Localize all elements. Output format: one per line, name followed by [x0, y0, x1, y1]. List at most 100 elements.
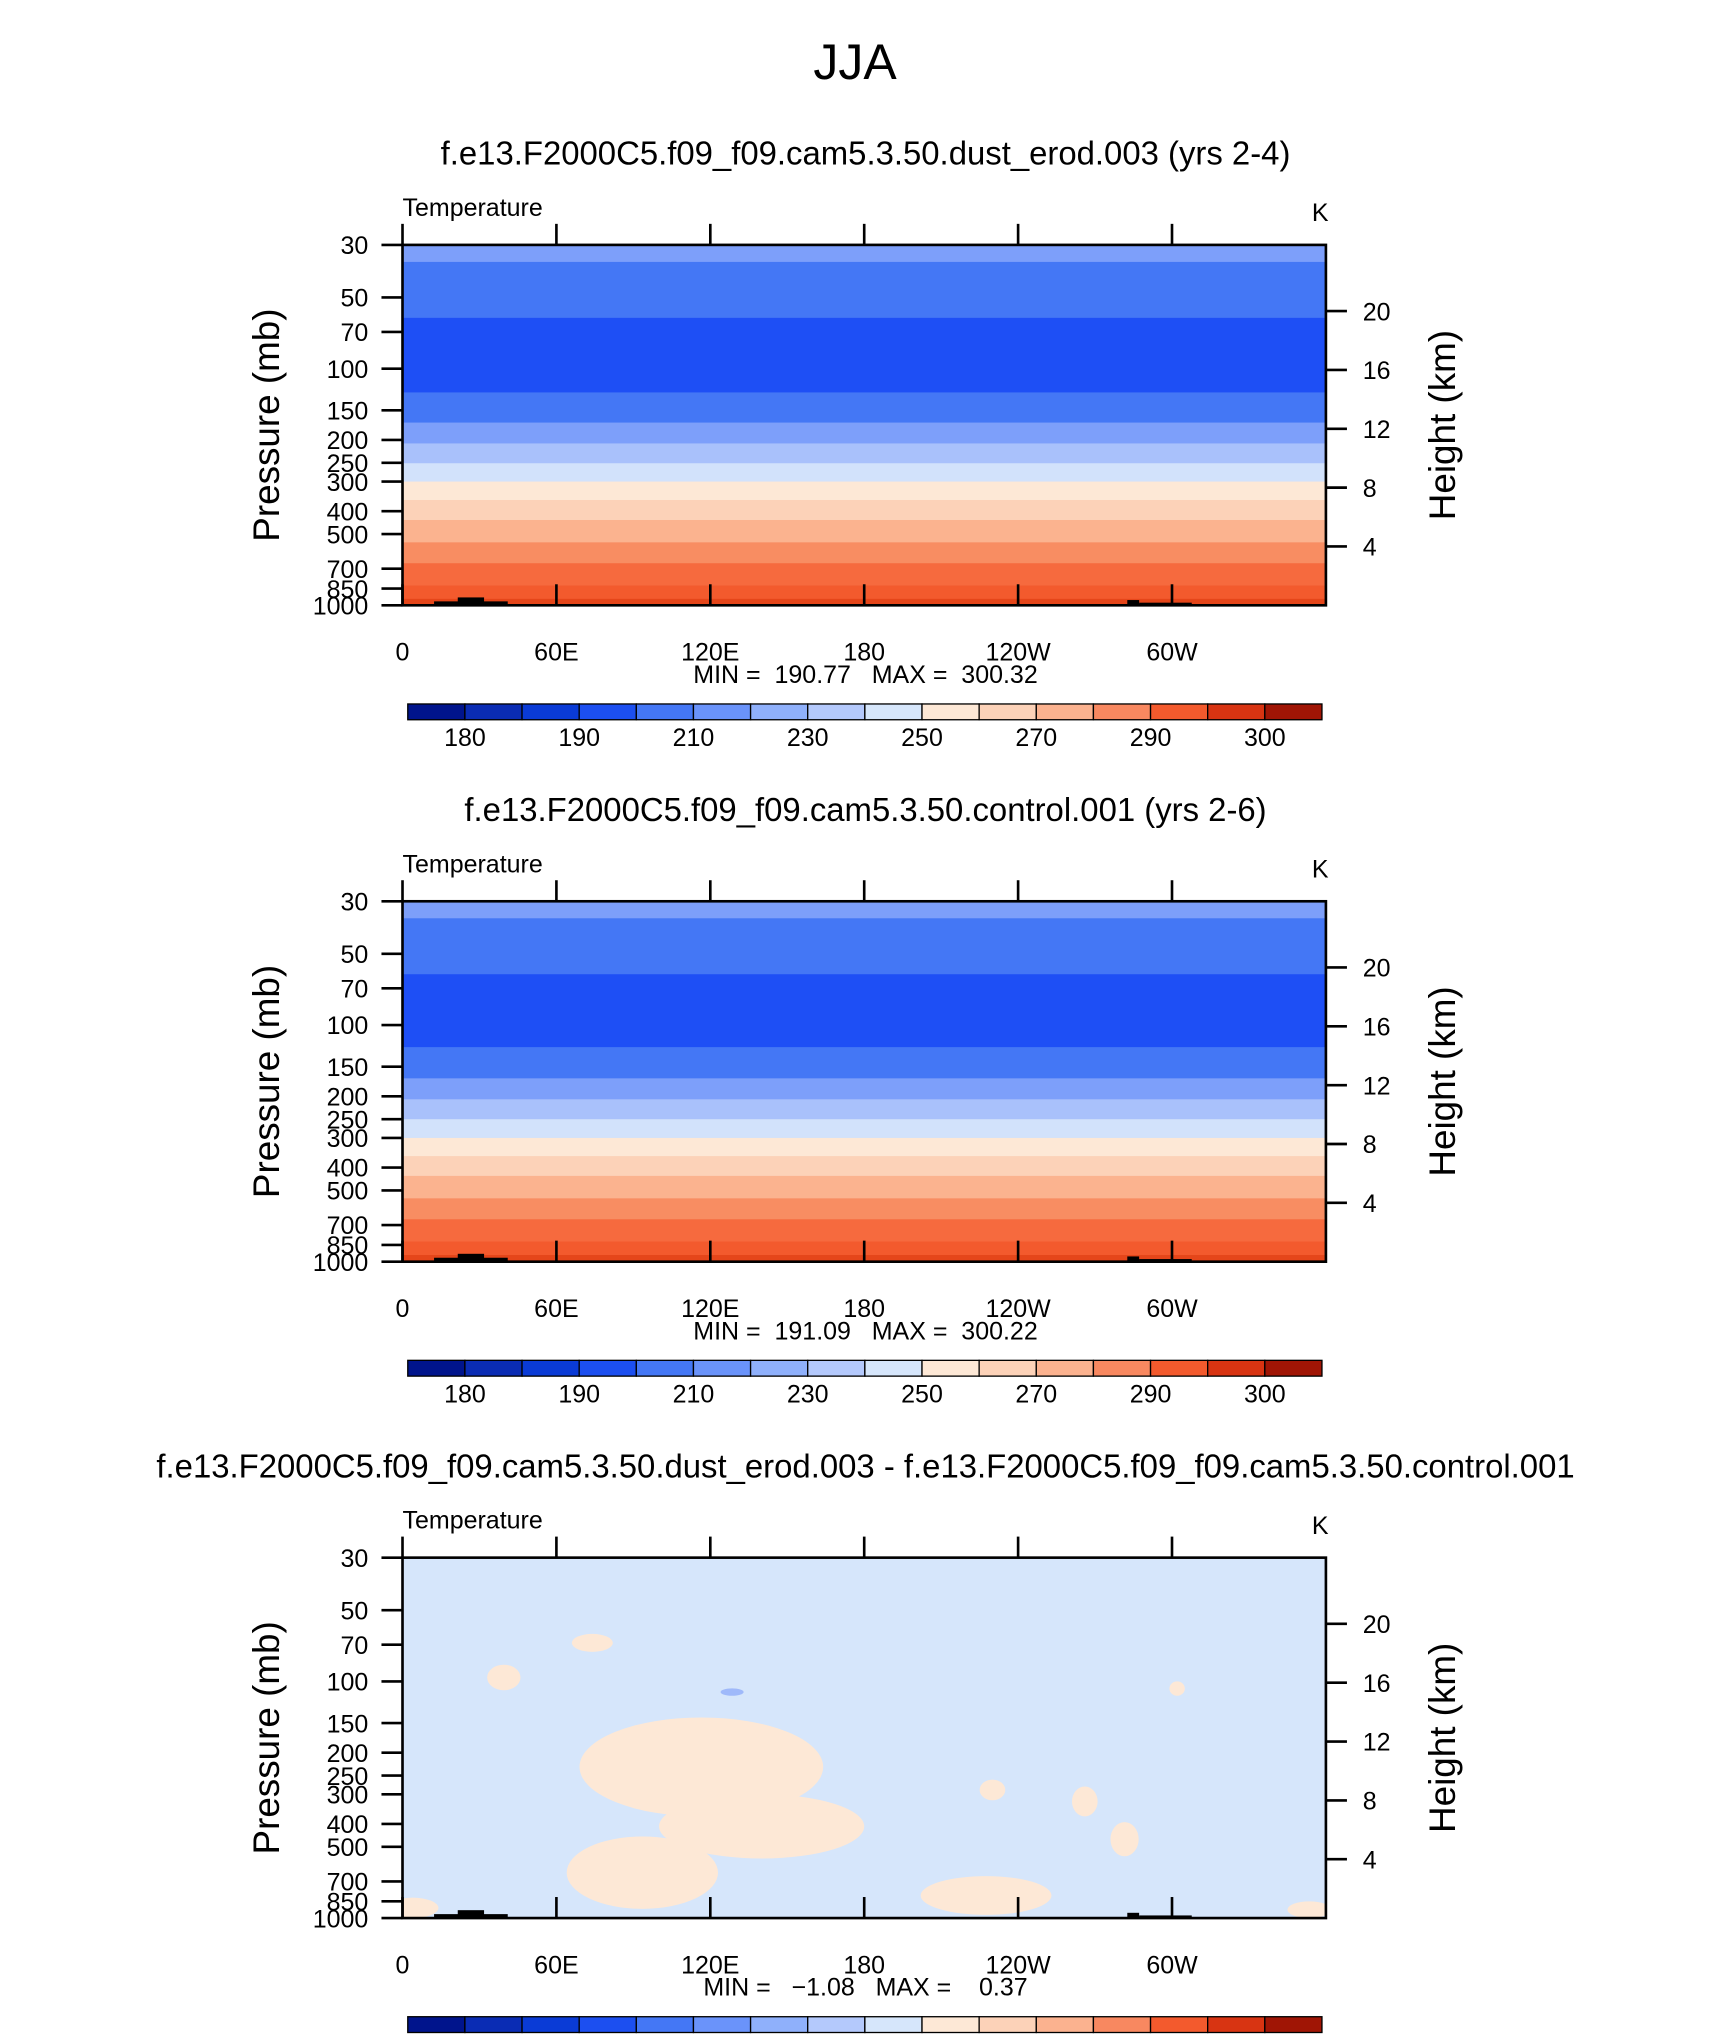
colorbar-box — [921, 703, 980, 721]
colorbar-label: 190 — [558, 1380, 600, 1408]
y-tick-label: 150 — [327, 398, 369, 426]
x-tick-label: 60E — [534, 639, 578, 667]
y-tick-label: 400 — [327, 1811, 369, 1839]
y2-tick-label: 4 — [1363, 1190, 1377, 1218]
colorbar-box — [1035, 1359, 1095, 1377]
colorbar-box — [521, 703, 580, 721]
x-tick-label: 0 — [396, 1295, 410, 1323]
y-tick-label: 850 — [327, 576, 369, 604]
contour-patch — [579, 1717, 824, 1817]
y2-tick-label: 12 — [1363, 1729, 1391, 1757]
terrain — [481, 1257, 508, 1262]
y2-axis-label: Height (km) — [1422, 330, 1463, 520]
x-tick-label: 180 — [843, 1295, 885, 1323]
variable-name: Temperature — [403, 194, 543, 222]
colorbar-label: 0 — [858, 2037, 872, 2038]
contour-band — [402, 443, 1326, 464]
contour-band — [402, 1557, 1326, 1919]
x-tick-label: 120W — [985, 1295, 1051, 1323]
x-tick-label: 180 — [843, 639, 885, 667]
colorbar-box — [749, 1359, 809, 1377]
y-tick-label: 1000 — [313, 593, 369, 621]
contour-band — [402, 1099, 1326, 1120]
terrain — [457, 597, 485, 606]
colorbar-box — [864, 1359, 923, 1377]
colorbar-box — [978, 1359, 1037, 1377]
colorbar-box — [1149, 703, 1209, 721]
y2-tick-label: 12 — [1363, 1072, 1391, 1100]
y-tick-label: 200 — [327, 1740, 369, 1768]
colorbar-box — [578, 2016, 637, 2034]
contour-band — [402, 463, 1326, 483]
y-tick-label: 1000 — [313, 1905, 369, 1933]
colorbar-box — [921, 2016, 980, 2034]
colorbar-box — [521, 2016, 580, 2034]
y2-tick-label: 20 — [1363, 1611, 1391, 1639]
y2-tick-label: 4 — [1363, 1846, 1377, 1874]
colorbar-box — [1092, 1359, 1152, 1377]
stats: MIN = −1.08 MAX = 0.37 — [703, 1974, 1027, 2002]
colorbar-box — [1035, 703, 1095, 721]
y2-tick-label: 8 — [1363, 1131, 1377, 1159]
terrain — [1127, 1912, 1140, 1919]
colorbar-label: 270 — [1015, 1380, 1057, 1408]
y-tick-label: 250 — [327, 1763, 369, 1791]
colorbar-box — [749, 703, 809, 721]
colorbar-label: −7 — [508, 2037, 536, 2038]
colorbar-box — [978, 2016, 1037, 2034]
colorbar-box — [692, 1359, 752, 1377]
colorbar-label: 190 — [558, 724, 600, 752]
y-tick-label: 500 — [327, 521, 369, 549]
y-tick-label: 300 — [327, 1782, 369, 1810]
colorbar-box — [1092, 2016, 1152, 2034]
colorbar-label: 180 — [444, 724, 486, 752]
x-tick-label: 120W — [985, 639, 1051, 667]
y-tick-label: 150 — [327, 1054, 369, 1082]
colorbar-box — [1149, 2016, 1209, 2034]
y-tick-label: 500 — [327, 1178, 369, 1206]
colorbar-box — [635, 703, 695, 721]
x-tick-label: 0 — [396, 1951, 410, 1979]
y-tick-label: 300 — [327, 1125, 369, 1153]
colorbar-box — [692, 2016, 752, 2034]
colorbar-label: 210 — [673, 1380, 715, 1408]
terrain — [481, 1914, 508, 1919]
colorbar-box — [521, 1359, 580, 1377]
contour-band — [402, 261, 1326, 319]
y-tick-label: 50 — [341, 1597, 369, 1625]
colorbar-label: 300 — [1244, 724, 1286, 752]
contour-patch — [1110, 1822, 1139, 1857]
y-tick-label: 300 — [327, 469, 369, 497]
colorbar-box — [1092, 703, 1152, 721]
y-tick-label: 70 — [341, 319, 369, 347]
contour-patch — [1287, 1901, 1326, 1919]
panel-title: f.e13.F2000C5.f09_f09.cam5.3.50.control.… — [464, 791, 1266, 828]
colorbar-label: 290 — [1130, 1380, 1172, 1408]
contour-patch — [571, 1633, 613, 1652]
contour-band — [402, 1198, 1326, 1220]
colorbar-box — [407, 703, 466, 721]
contour-band — [402, 1175, 1326, 1200]
y-tick-label: 100 — [327, 356, 369, 384]
units: K — [1312, 1512, 1329, 1540]
colorbar-label: −9 — [451, 2037, 479, 2038]
contour-patch — [720, 1688, 744, 1696]
colorbar-box — [1207, 2016, 1266, 2034]
colorbar-label: −1 — [793, 2037, 822, 2038]
colorbar-box — [1264, 1359, 1323, 1377]
y-axis-label: Pressure (mb) — [246, 308, 287, 541]
colorbar-label: 300 — [1244, 1380, 1286, 1408]
colorbar-box — [407, 2016, 466, 2034]
y-tick-label: 150 — [327, 1710, 369, 1738]
colorbar-box — [1149, 1359, 1209, 1377]
figure-title: JJA — [813, 34, 897, 90]
terrain — [457, 1253, 485, 1262]
contour-band — [402, 500, 1326, 521]
x-tick-label: 60W — [1146, 639, 1198, 667]
y-tick-label: 100 — [327, 1012, 369, 1040]
y2-tick-label: 20 — [1363, 955, 1391, 983]
x-tick-label: 120E — [681, 1951, 739, 1979]
field — [402, 1557, 1326, 1919]
